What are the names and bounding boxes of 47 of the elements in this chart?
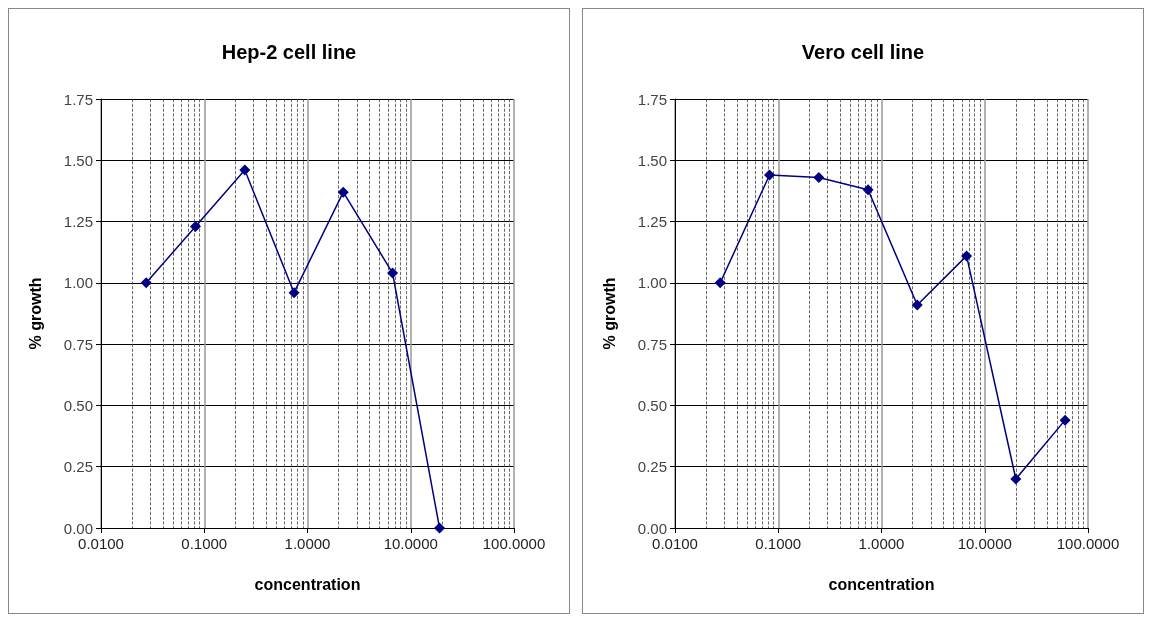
x-tick-label: 1.0000	[284, 535, 331, 552]
y-tick-label: 0.00	[637, 519, 667, 537]
x-tick-label: 10.0000	[957, 535, 1012, 552]
point	[911, 299, 923, 311]
y-tick-label: 1.75	[637, 90, 667, 108]
x-tick-label: 0.1000	[181, 535, 228, 552]
point	[862, 184, 874, 196]
point	[337, 186, 349, 198]
x-tick-label: 0.1000	[755, 535, 802, 552]
y-tick-label: 0.75	[63, 335, 93, 353]
x-tick-label: 0.0100	[78, 535, 124, 552]
y-tick-label: 1.00	[637, 274, 667, 292]
point	[813, 171, 825, 183]
point	[288, 287, 300, 299]
y-tick-label: 0.00	[63, 519, 93, 537]
x-axis-title: concentration	[254, 575, 361, 593]
point	[1010, 473, 1022, 485]
y-tick-label: 0.25	[63, 458, 93, 476]
point	[961, 250, 973, 262]
point	[387, 267, 399, 279]
point	[1059, 414, 1071, 426]
y-tick-label: 1.50	[63, 151, 93, 169]
y-tick-label: 1.75	[63, 90, 93, 108]
point	[140, 277, 152, 289]
x-tick-label: 10.0000	[383, 535, 438, 552]
y-axis-title: % growth	[26, 277, 44, 350]
x-tick-label: 0.0100	[652, 535, 698, 552]
y-tick-label: 1.25	[637, 213, 667, 231]
y-tick-label: 0.75	[637, 335, 667, 353]
point	[714, 277, 726, 289]
y-tick-label: 0.50	[637, 396, 667, 414]
x-tick-label: 1.0000	[858, 535, 905, 552]
y-axis-title: % growth	[600, 277, 618, 350]
chart-title: Hep-2 cell line	[221, 41, 357, 63]
chart-title: Vero cell line	[801, 41, 925, 63]
point	[434, 522, 446, 534]
y-tick-label: 1.25	[63, 213, 93, 231]
y-tick-label: 0.25	[637, 458, 667, 476]
point	[190, 220, 202, 232]
point	[239, 164, 251, 176]
y-tick-label: 1.00	[63, 274, 93, 292]
y-tick-label: 0.50	[63, 396, 93, 414]
point	[764, 169, 776, 181]
x-axis-title: concentration	[828, 575, 935, 593]
y-tick-label: 1.50	[637, 151, 667, 169]
x-tick-label: 100.0000	[1056, 535, 1120, 552]
x-tick-label: 100.0000	[482, 535, 546, 552]
